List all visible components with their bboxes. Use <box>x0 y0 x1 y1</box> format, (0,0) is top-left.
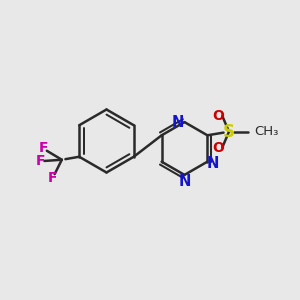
Text: CH₃: CH₃ <box>254 125 278 138</box>
Text: O: O <box>212 109 224 122</box>
Text: F: F <box>48 171 58 185</box>
Text: N: N <box>207 156 219 171</box>
Text: N: N <box>178 174 191 189</box>
Text: O: O <box>212 141 224 155</box>
Text: F: F <box>35 154 45 168</box>
Text: S: S <box>223 123 235 141</box>
Text: F: F <box>38 141 48 155</box>
Text: N: N <box>172 115 184 130</box>
